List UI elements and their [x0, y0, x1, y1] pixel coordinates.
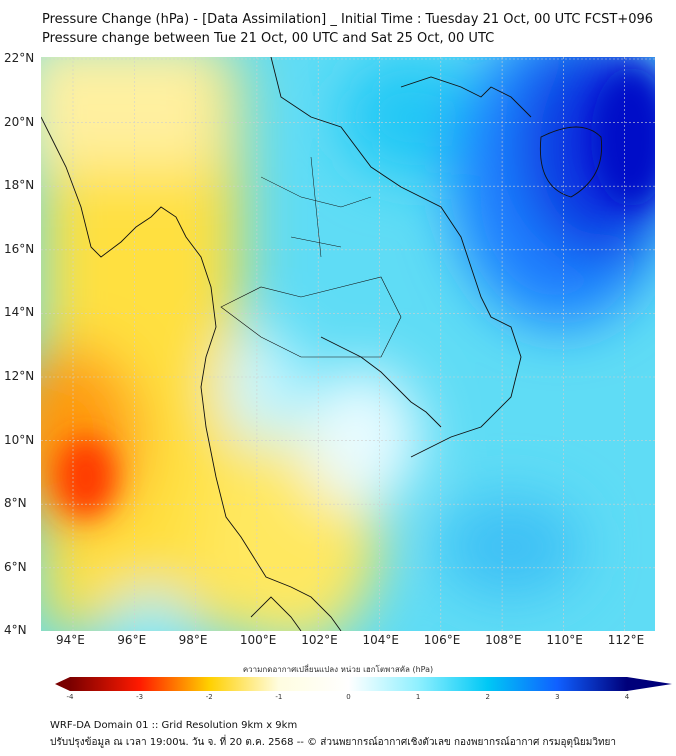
colorbar-tick-label: 2: [485, 693, 490, 701]
longitude-label: 100°E: [239, 633, 277, 647]
colorbar-extend-min: [55, 677, 70, 691]
colorbar-tick-label: -2: [205, 693, 213, 701]
colorbar: [55, 677, 672, 691]
longitude-label: 108°E: [485, 633, 522, 647]
latitude-label: 12°N: [4, 369, 35, 383]
longitude-label: 112°E: [607, 633, 645, 647]
latitude-label: 14°N: [4, 305, 35, 320]
colorbar-label: ความกดอากาศเปลี่ยนแปลง หน่วย เฮกโตพาสคัล…: [242, 665, 434, 674]
longitude-label: 110°E: [546, 633, 583, 647]
latitude-label: 8°N: [4, 496, 27, 511]
latitude-label: 10°N: [4, 432, 35, 447]
longitude-label: 104°E: [362, 633, 400, 647]
map-plot: [41, 57, 655, 631]
figure-subtitle: Pressure change between Tue 21 Oct, 00 U…: [42, 31, 495, 46]
footer-credit: ปรับปรุงข้อมูล ณ เวลา 19:00น. วัน จ. ที่…: [50, 737, 617, 748]
colorbar-tick-label: 3: [555, 693, 560, 701]
colorbar-tick-label: 1: [415, 693, 421, 701]
footer-model-info: WRF-DA Domain 01 :: Grid Resolution 9km …: [50, 720, 298, 731]
longitude-label: 106°E: [423, 633, 461, 647]
latitude-label: 22°N: [4, 51, 35, 65]
longitude-label: 96°E: [117, 633, 147, 647]
colorbar-tick-label: -3: [136, 693, 144, 701]
latitude-label: 20°N: [4, 114, 35, 129]
latitude-label: 18°N: [4, 178, 35, 193]
colorbar-tick-label: -4: [66, 693, 74, 701]
colorbar-gradient: [70, 677, 627, 691]
longitude-label: 102°E: [301, 633, 338, 647]
coastline-borders: [41, 57, 603, 631]
colorbar-tick-label: 0: [346, 693, 351, 701]
latitude-label: 6°N: [4, 559, 27, 574]
latitude-label: 4°N: [4, 623, 27, 638]
colorbar-tick-label: -1: [275, 693, 283, 701]
longitude-label: 98°E: [178, 633, 208, 647]
colorbar-extend-max: [627, 677, 672, 691]
longitude-label: 94°E: [56, 633, 85, 647]
colorbar-tick-label: 4: [624, 693, 630, 701]
latitude-label: 16°N: [4, 241, 35, 256]
figure-title: Pressure Change (hPa) - [Data Assimilati…: [42, 12, 654, 27]
